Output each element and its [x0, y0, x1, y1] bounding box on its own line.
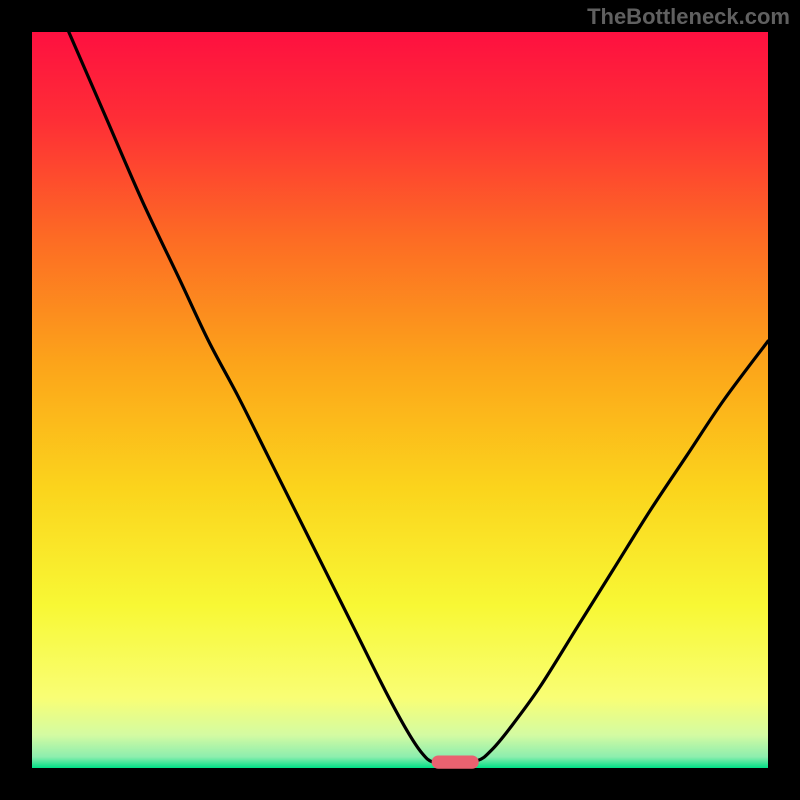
optimal-marker	[432, 755, 479, 768]
chart-background	[32, 32, 768, 768]
chart-frame: TheBottleneck.com	[0, 0, 800, 800]
chart-svg	[0, 0, 800, 800]
watermark-text: TheBottleneck.com	[587, 4, 790, 30]
plot-area	[0, 0, 800, 800]
